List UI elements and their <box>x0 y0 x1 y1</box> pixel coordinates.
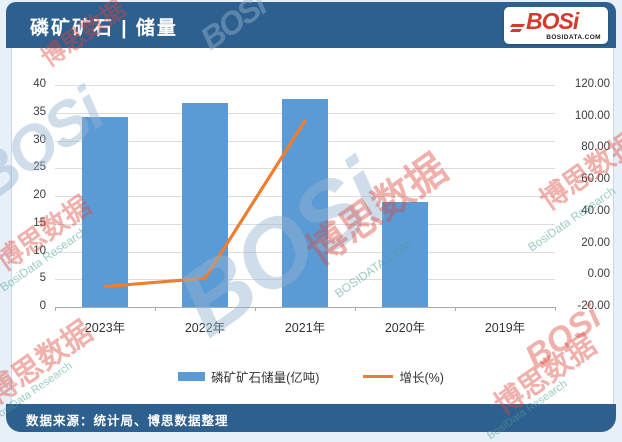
right-axis-tick: 20.00 <box>581 236 610 249</box>
report-card: 磷矿矿石 | 储量 BOSi BOSIDATA.COM 0 5 10 15 20 25 30… <box>0 0 622 433</box>
left-axis-tick: 30 <box>33 133 46 146</box>
legend-label: 磷矿矿石储量(亿吨) <box>211 370 320 385</box>
left-axis-tick: 0 <box>39 300 46 312</box>
x-axis-tickmark <box>55 307 56 311</box>
logo-text: BOSi <box>526 8 579 34</box>
legend-item: 增长(%) <box>363 367 444 386</box>
right-axis-tick: 100.00 <box>574 109 610 122</box>
right-axis-tick: 120.00 <box>574 78 610 90</box>
right-axis-tick: 80.00 <box>581 141 610 154</box>
x-axis-label: 2020年 <box>384 321 426 335</box>
left-axis-tick: 20 <box>33 189 46 201</box>
x-axis-label: 2022年 <box>184 321 226 335</box>
data-source: 数据来源：统计局、博思数据整理 <box>26 414 229 428</box>
chart-legend: 磷矿矿石储量(亿吨) 增长(%) <box>0 366 622 386</box>
x-axis-label: 2021年 <box>284 321 326 335</box>
right-axis-tick: 60.00 <box>581 173 610 186</box>
legend-line-swatch-icon <box>363 374 394 378</box>
x-axis-tickmark <box>355 307 356 311</box>
x-axis-label: 2019年 <box>484 321 526 335</box>
x-axis-tickmark <box>155 307 156 311</box>
left-axis-tick: 25 <box>33 161 46 174</box>
bar-2023年 <box>82 117 128 307</box>
logo-domain: BOSIDATA.COM <box>546 34 601 41</box>
left-axis-tick: 40 <box>33 78 46 90</box>
logo-stripes-icon <box>511 24 526 35</box>
left-axis-tick: 15 <box>33 216 46 229</box>
x-axis-tickmark <box>455 307 456 311</box>
gridline <box>55 85 555 86</box>
left-axis-tick: 10 <box>33 244 46 257</box>
legend-label: 增长(%) <box>399 370 444 385</box>
growth-line <box>103 119 307 289</box>
bar-2022年 <box>182 102 228 307</box>
x-axis-label: 2023年 <box>84 321 126 335</box>
plot-area <box>55 85 556 311</box>
gridline <box>55 307 555 308</box>
right-axis-tick: 40.00 <box>581 204 610 217</box>
bar-2020年 <box>382 201 428 307</box>
right-axis-tick: 0.00 <box>587 268 610 281</box>
legend-bar-swatch-icon <box>178 371 206 381</box>
page-title: 磷矿矿石 | 储量 <box>30 18 178 39</box>
legend-item: 磷矿矿石储量(亿吨) <box>178 367 319 386</box>
header-bar: 磷矿矿石 | 储量 BOSi BOSIDATA.COM <box>6 2 616 48</box>
footer-bar: 数据来源：统计局、博思数据整理 <box>6 404 616 432</box>
x-axis-tickmark <box>555 307 556 311</box>
bosi-logo: BOSi BOSIDATA.COM <box>504 7 608 44</box>
bar-2021年 <box>282 98 328 307</box>
left-axis-tick: 35 <box>33 105 46 118</box>
left-axis-tick: 5 <box>39 272 46 285</box>
right-axis-tick: -20.00 <box>577 300 610 312</box>
x-axis-tickmark <box>255 307 256 311</box>
